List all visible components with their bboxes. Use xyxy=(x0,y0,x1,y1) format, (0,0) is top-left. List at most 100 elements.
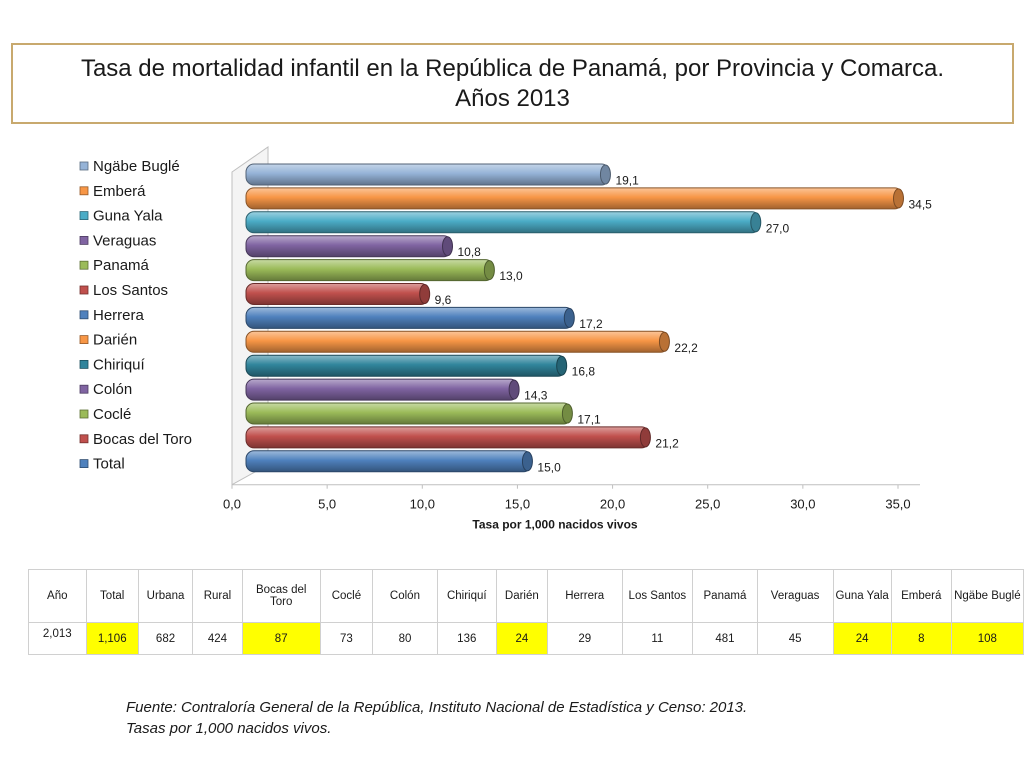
x-axis: 0,0 5,0 10,0 15,0 20,0 25,0 30,0 35,0 xyxy=(223,484,911,512)
bar-cap-ngabe-bugle xyxy=(599,164,611,185)
header-embera: Emberá xyxy=(890,569,952,623)
header-herrera: Herrera xyxy=(546,569,623,623)
value-label-colon: 14,3 xyxy=(524,389,548,403)
header-chiriqui: Chiriquí xyxy=(436,569,497,623)
chart-bars: 15,0 21,2 17,1 14,3 16,8 22,2 17,2 9,6 13,0 10,8 2… xyxy=(245,163,932,474)
source-note: Fuente: Contraloría General de la Repúbl… xyxy=(126,697,747,739)
header-total: Total xyxy=(85,569,139,623)
bar-embera xyxy=(245,187,903,210)
value-label-embera: 34,5 xyxy=(908,197,932,211)
bar-herrera xyxy=(245,306,574,329)
x-tick-label: 15,0 xyxy=(505,497,530,512)
bar-cap-embera xyxy=(892,188,904,209)
bar-guna-yala xyxy=(245,211,761,234)
x-tick-label: 25,0 xyxy=(695,497,720,512)
bar-darien xyxy=(245,330,669,353)
legend-swatch-bocas-del-toro xyxy=(79,434,89,444)
cell-herrera: 29 xyxy=(546,622,623,655)
header-rural: Rural xyxy=(192,569,243,623)
bar-bocas-del-toro xyxy=(245,426,650,449)
bar-veraguas xyxy=(245,235,453,258)
value-label-guna-yala: 27,0 xyxy=(766,221,790,235)
value-label-bocas-del-toro: 21,2 xyxy=(655,436,679,450)
legend-swatch-total xyxy=(79,459,89,469)
legend-label-guna-yala: Guna Yala xyxy=(93,208,163,225)
cell-rural: 424 xyxy=(192,622,243,655)
header-darien: Darién xyxy=(495,569,548,623)
x-tick-label: 5,0 xyxy=(318,497,336,512)
bar-cap-chiriqui xyxy=(556,355,568,376)
bar-cap-veraguas xyxy=(442,236,454,257)
legend-label-cocle: Coclé xyxy=(93,406,131,423)
legend-swatch-chiriqui xyxy=(79,359,89,369)
bar-cap-total xyxy=(521,451,533,472)
header-bocas-del-toro: Bocas del Toro xyxy=(241,569,321,623)
value-label-total: 15,0 xyxy=(537,460,561,474)
value-label-herrera: 17,2 xyxy=(579,317,603,331)
x-tick-label: 0,0 xyxy=(223,497,241,512)
bar-chiriqui xyxy=(245,354,567,377)
legend-swatch-guna-yala xyxy=(79,211,89,220)
header-cocle: Coclé xyxy=(319,569,374,623)
source-line1: Fuente: Contraloría General de la Repúbl… xyxy=(126,699,748,716)
legend-swatch-herrera xyxy=(79,310,89,320)
table-header-row: Año Total Urbana Rural Bocas del Toro Coclé Co… xyxy=(28,569,1024,623)
bar-colon xyxy=(245,378,519,401)
header-guna-yala: Guna Yala xyxy=(832,569,892,623)
bar-chart: Ngäbe Buglé Emberá Guna Yala Veraguas Panamá… xyxy=(79,146,932,532)
legend-label-veraguas: Veraguas xyxy=(93,232,156,249)
value-label-panama: 13,0 xyxy=(499,269,523,283)
legend-label-chiriqui: Chiriquí xyxy=(93,356,146,373)
cell-chiriqui: 136 xyxy=(436,622,497,655)
legend-label-total: Total xyxy=(93,456,125,473)
header-ano: Año xyxy=(28,569,87,623)
cell-darien: 24 xyxy=(495,622,548,655)
bar-cap-bocas-del-toro xyxy=(639,427,651,448)
cell-colon: 80 xyxy=(372,622,438,655)
x-tick-label: 35,0 xyxy=(885,497,910,512)
legend-swatch-darien xyxy=(79,335,89,345)
bar-cap-colon xyxy=(508,379,520,400)
bar-cap-darien xyxy=(658,331,670,352)
cell-total: 1,106 xyxy=(85,622,139,655)
chart-title-line2: Años 2013 xyxy=(455,84,570,112)
legend-label-darien: Darién xyxy=(93,332,137,349)
bar-los-santos xyxy=(245,283,430,305)
legend-label-los-santos: Los Santos xyxy=(93,282,168,299)
chart-title-line1: Tasa de mortalidad infantil en la Repúbl… xyxy=(80,54,945,82)
bar-panama xyxy=(245,259,494,282)
cell-ngabe-bugle: 108 xyxy=(950,622,1024,655)
legend-label-embera: Emberá xyxy=(93,183,146,200)
value-label-veraguas: 10,8 xyxy=(458,245,482,259)
cell-ano: 2,013 xyxy=(28,622,87,655)
table-row: 2,013 1,106 682 424 87 73 80 136 24 29 11 481 45 24 8 1… xyxy=(28,622,1024,655)
bar-cap-herrera xyxy=(563,307,575,328)
legend-label-herrera: Herrera xyxy=(93,307,145,324)
bar-cap-guna-yala xyxy=(750,212,762,233)
legend-label-panama: Panamá xyxy=(93,257,150,274)
chart-title-box: Tasa de mortalidad infantil en la Repúbl… xyxy=(11,43,1014,124)
cell-bocas-del-toro: 87 xyxy=(241,622,321,655)
cell-urbana: 682 xyxy=(137,622,194,655)
cell-guna-yala: 24 xyxy=(832,622,892,655)
x-tick-label: 10,0 xyxy=(410,497,435,512)
legend-swatch-embera xyxy=(79,186,89,196)
cell-los-santos: 11 xyxy=(621,622,694,655)
value-label-los-santos: 9,6 xyxy=(435,293,452,307)
bar-cap-panama xyxy=(483,260,495,281)
x-axis-title: Tasa por 1,000 nacidos vivos xyxy=(472,518,638,532)
legend-swatch-cocle xyxy=(79,409,89,419)
value-label-darien: 22,2 xyxy=(674,341,698,355)
bar-ngabe-bugle xyxy=(245,163,610,186)
cell-panama: 481 xyxy=(692,622,758,655)
header-los-santos: Los Santos xyxy=(621,569,694,623)
cell-embera: 8 xyxy=(890,622,952,655)
source-line2: Tasas por 1,000 nacidos vivos. xyxy=(126,720,332,737)
value-label-ngabe-bugle: 19,1 xyxy=(615,174,639,188)
data-table: Año Total Urbana Rural Bocas del Toro Coclé Co… xyxy=(28,569,1024,655)
x-tick-label: 30,0 xyxy=(790,497,815,512)
header-colon: Colón xyxy=(372,569,438,623)
legend-label-ngabe-bugle: Ngäbe Buglé xyxy=(93,158,180,175)
legend-label-bocas-del-toro: Bocas del Toro xyxy=(93,431,192,448)
header-veraguas: Veraguas xyxy=(756,569,834,623)
